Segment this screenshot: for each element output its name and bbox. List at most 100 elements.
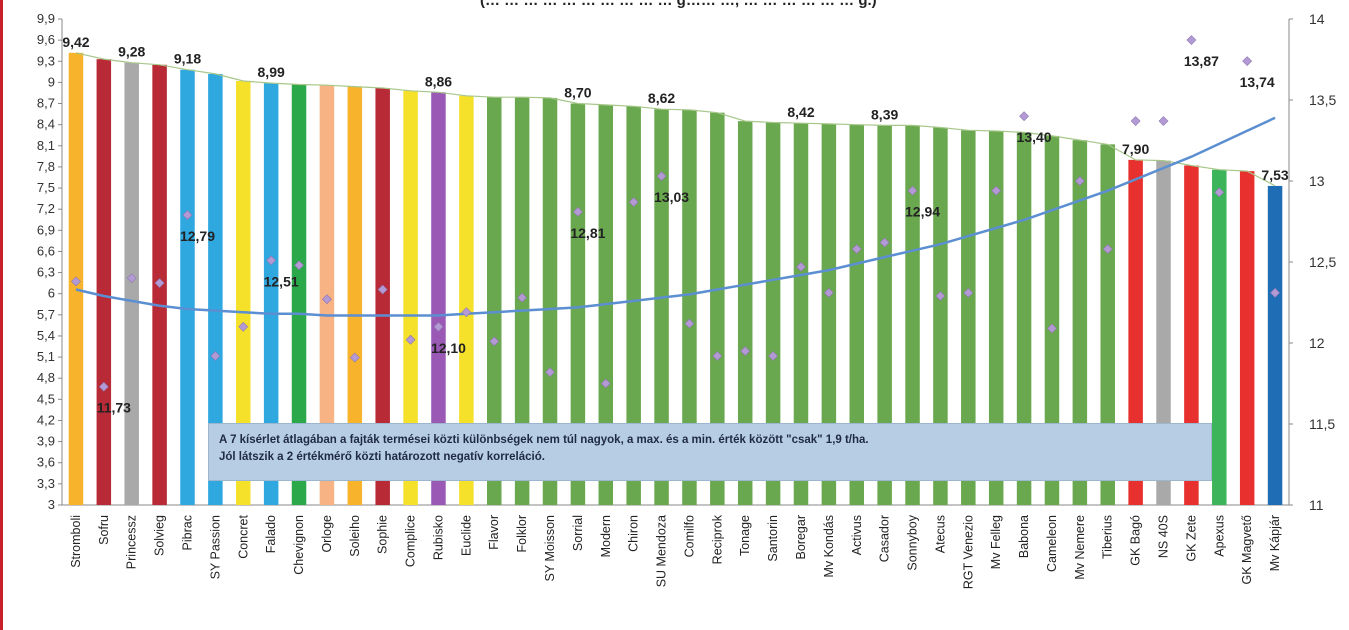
y-tick-label: 6	[48, 286, 55, 301]
secondary-point	[823, 287, 834, 298]
annotation-box: A 7 kísérlet átlagában a fajták termései…	[208, 423, 1212, 481]
bar	[933, 127, 948, 505]
secondary-point	[879, 237, 890, 248]
bar	[1267, 185, 1283, 506]
secondary-point	[768, 351, 779, 361]
category-label: RGT Venezio	[961, 515, 975, 589]
y-tick-label: 7,5	[37, 180, 55, 195]
secondary-point	[572, 206, 583, 217]
y-tick-label: 3,6	[37, 455, 55, 470]
secondary-point	[266, 255, 277, 266]
y-tick-label: 9,9	[37, 11, 55, 26]
secondary-point	[517, 292, 528, 303]
category-label: Soleiho	[348, 515, 362, 557]
bar	[1016, 132, 1032, 505]
bar	[710, 112, 725, 506]
y-tick-label: 5,4	[37, 328, 55, 343]
secondary-point	[1047, 323, 1057, 334]
category-label: Comilfo	[682, 515, 696, 557]
category-label: NS 40S	[1157, 515, 1171, 558]
secondary-value-label: 12,10	[431, 340, 466, 356]
category-label: Chevignon	[292, 515, 306, 575]
secondary-point	[238, 321, 249, 332]
bar	[124, 62, 139, 506]
y2-tick-label: 14	[1309, 11, 1325, 27]
secondary-value-label: 13,40	[1017, 129, 1052, 145]
bar-value-label: 8,99	[258, 64, 285, 80]
secondary-point	[1019, 111, 1030, 122]
secondary-point	[461, 307, 472, 318]
secondary-value-label: 11,73	[97, 400, 131, 416]
bar-value-label: 8,70	[564, 85, 591, 101]
category-label: Flavor	[487, 515, 501, 550]
bar	[1239, 171, 1255, 505]
category-label: Modern	[599, 515, 613, 557]
secondary-point	[294, 260, 304, 271]
category-label: Sophie	[376, 515, 390, 554]
bar-value-label: 8,39	[871, 106, 898, 122]
y-tick-label: 4,2	[37, 412, 55, 427]
secondary-point	[182, 210, 193, 220]
chart-title: (… … … … … … … … … … g…… …, … … … … … … …	[480, 0, 877, 9]
category-label: Tonage	[738, 515, 752, 556]
secondary-point	[1270, 287, 1280, 298]
bar	[1044, 135, 1060, 505]
secondary-point	[684, 318, 695, 329]
secondary-point	[1158, 116, 1169, 126]
secondary-point	[377, 284, 388, 295]
bar	[403, 90, 418, 505]
secondary-point	[321, 294, 332, 305]
secondary-point	[1074, 176, 1085, 186]
secondary-point	[1214, 187, 1225, 198]
bar	[96, 59, 112, 505]
secondary-point	[126, 273, 137, 284]
category-label: SY Passion	[208, 515, 222, 579]
category-label: Reciprok	[710, 514, 724, 564]
secondary-point	[851, 244, 862, 254]
secondary-point	[1102, 244, 1113, 254]
bar	[180, 69, 195, 505]
secondary-point	[489, 336, 500, 347]
bar	[737, 121, 753, 505]
secondary-point	[628, 197, 639, 207]
bar	[1212, 169, 1227, 505]
secondary-point	[98, 381, 109, 392]
bar	[877, 125, 892, 506]
y-tick-label: 3	[48, 497, 55, 512]
secondary-point	[907, 185, 918, 196]
category-label: Stromboli	[69, 515, 83, 568]
y-tick-label: 6,3	[37, 265, 55, 280]
secondary-point	[796, 261, 806, 272]
secondary-point	[1242, 56, 1253, 67]
category-label: Mv Kondás	[822, 515, 836, 578]
bar	[263, 83, 279, 506]
secondary-point	[740, 346, 751, 357]
category-label: Princessz	[125, 515, 139, 569]
bar	[459, 95, 474, 505]
secondary-point	[154, 278, 165, 288]
category-label: Activus	[850, 515, 864, 555]
secondary-point	[405, 334, 416, 345]
y-tick-label: 8,7	[37, 96, 55, 111]
category-label: SY Moisson	[543, 515, 557, 582]
secondary-point	[963, 287, 974, 298]
secondary-value-label: 13,87	[1184, 53, 1219, 69]
y-tick-label: 5,1	[37, 349, 55, 364]
category-label: Orloge	[320, 515, 334, 553]
category-label: GK Magvető	[1240, 515, 1254, 585]
annotation-line-2: Jól látszik a 2 értékmérő közti határozo…	[219, 451, 545, 463]
bar	[793, 123, 809, 506]
category-label: Apexus	[1212, 515, 1226, 557]
category-label: Mv Nemere	[1073, 515, 1087, 580]
y2-tick-label: 12	[1309, 335, 1325, 351]
secondary-point	[349, 352, 360, 363]
secondary-point	[656, 171, 667, 182]
secondary-point	[600, 378, 611, 389]
category-label: Tiberius	[1101, 515, 1115, 559]
category-label: Euclide	[459, 515, 473, 556]
bar	[347, 86, 363, 505]
bar	[1100, 144, 1115, 506]
bar	[849, 124, 865, 506]
category-label: GK Zete	[1184, 515, 1198, 562]
